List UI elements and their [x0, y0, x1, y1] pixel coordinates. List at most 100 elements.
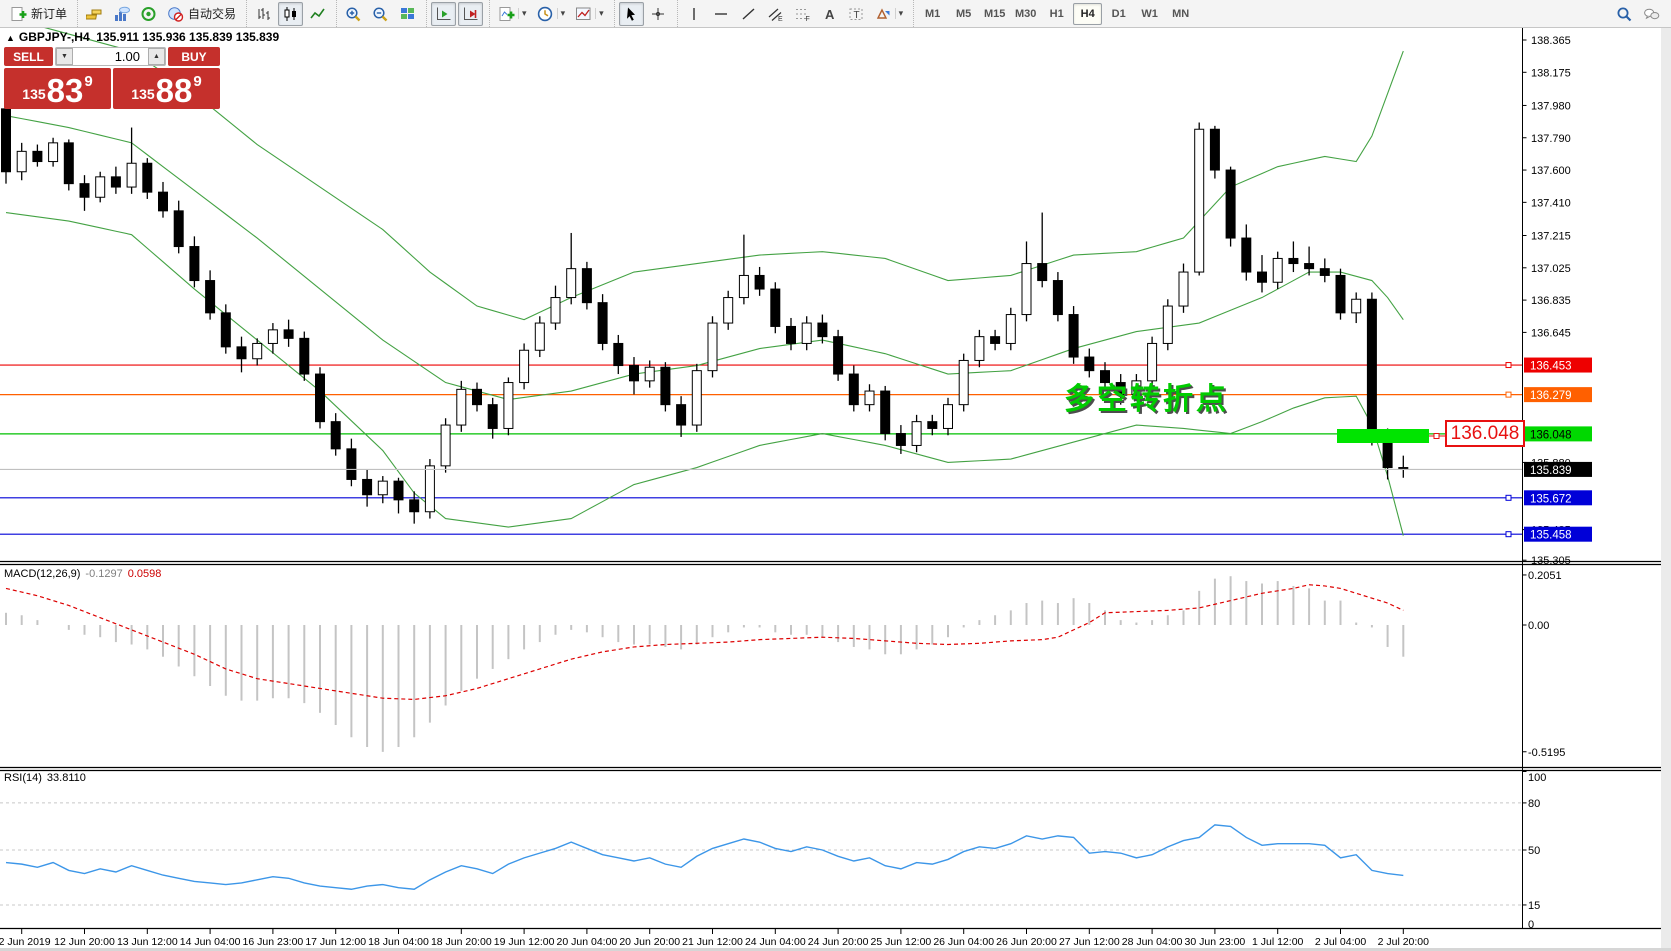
buy-button[interactable]: BUY [168, 47, 220, 66]
bear-candle [1100, 370, 1110, 384]
trendline-button[interactable] [736, 2, 761, 26]
arrows-button[interactable]: ▾ [871, 2, 908, 26]
line-handle[interactable] [1505, 494, 1512, 501]
axis-tick-label: 136.835 [1531, 295, 1571, 307]
bear-candle [990, 336, 1001, 344]
auto-trading-button[interactable]: 自动交易 [163, 2, 240, 26]
window-bottom-strip [0, 948, 1671, 951]
rsi-axis-label: 50 [1528, 845, 1540, 857]
line-handle[interactable] [1505, 531, 1512, 538]
chat-button[interactable] [1639, 2, 1664, 26]
fibonacci-button[interactable]: F [790, 2, 815, 26]
bar-chart-button[interactable] [251, 2, 276, 26]
periods-button[interactable]: ▾ [533, 2, 570, 26]
line-chart-button[interactable] [305, 2, 330, 26]
auto-scroll-button[interactable] [431, 1, 457, 26]
channel-button[interactable]: E [763, 2, 788, 26]
rsi-panel[interactable] [0, 802, 1522, 906]
bear-candle [487, 404, 498, 429]
price-badge-label: 136.048 [1530, 429, 1572, 441]
timeframe-m5-button[interactable]: M5 [956, 7, 972, 20]
chart-window-button[interactable] [109, 2, 134, 26]
buy-price-button[interactable]: 135 88 9 [113, 68, 220, 109]
macd-axis-label: 0.00 [1528, 620, 1549, 632]
timeframe-d1-button[interactable]: D1 [1111, 7, 1126, 20]
line-handle[interactable] [1505, 362, 1512, 369]
search-button[interactable] [1612, 2, 1637, 26]
bear-candle [880, 390, 891, 435]
sell-button[interactable]: SELL [4, 47, 53, 66]
periods-icon [537, 6, 552, 21]
time-tick-label: 25 Jun 12:00 [871, 936, 932, 948]
candle-chart-button[interactable] [278, 1, 304, 26]
timeframe-m1-button[interactable]: M1 [925, 7, 941, 20]
time-tick-label: 12 Jun 20:00 [54, 936, 115, 948]
line-handle[interactable] [1505, 391, 1512, 398]
bollinger-middle-band [5, 115, 1404, 401]
text-icon: A [825, 7, 835, 22]
price-callout-box[interactable]: 136.048 [1445, 420, 1525, 447]
toolbar: 新订单 自动交易 ▾ ▾ ▾ E F A T ▾ M1 M5 M15 M30 H1 H4 D1 W1 MN [0, 0, 1671, 28]
collapse-panel-icon[interactable]: ▲ [6, 33, 15, 43]
timeframe-h1-button[interactable]: H1 [1049, 7, 1064, 20]
indicators-button[interactable]: ▾ [494, 2, 531, 26]
bear-candle [472, 388, 482, 406]
zoom-in-button[interactable] [341, 2, 366, 26]
main-chart-panel[interactable] [0, 16, 1522, 538]
bear-candle [220, 312, 231, 348]
toolbar-group-insert: ▾ ▾ ▾ [489, 0, 612, 27]
bear-candle [581, 268, 592, 304]
dropdown-arrow-icon[interactable]: ▾ [518, 8, 527, 19]
chart-shift-button[interactable] [458, 1, 484, 26]
templates-button[interactable]: ▾ [571, 2, 608, 26]
timeframe-w1-button[interactable]: W1 [1141, 7, 1158, 20]
highlight-zone[interactable] [1337, 429, 1429, 443]
trendline-icon [742, 7, 755, 20]
volume-field[interactable]: 1.00 [73, 48, 148, 65]
label-button[interactable]: T [844, 2, 869, 26]
chart-window[interactable]: 138.365 138.175 137.980 137.790 137.600 137.4… [0, 16, 1671, 951]
bull-candle [1147, 342, 1158, 382]
dropdown-arrow-icon[interactable]: ▾ [556, 8, 565, 19]
macd-axis-label: -0.5195 [1528, 747, 1565, 759]
bull-candle [644, 366, 655, 382]
bear-candle [1084, 356, 1095, 372]
bull-candle [566, 268, 577, 299]
time-tick-label: 18 Jun 20:00 [431, 936, 492, 948]
cursor-button[interactable] [618, 1, 644, 26]
signals-button[interactable] [136, 2, 161, 26]
bear-candle [362, 478, 373, 496]
rsi-axis-label: 100 [1528, 772, 1546, 784]
volume-decrease-button[interactable]: ▼ [56, 48, 73, 65]
volume-increase-button[interactable]: ▲ [148, 48, 165, 65]
ohlc-values: 135.911 135.936 135.839 135.839 [96, 30, 280, 44]
bear-candle [1068, 314, 1079, 358]
macd-panel[interactable] [5, 576, 1405, 752]
dropdown-arrow-icon[interactable]: ▾ [595, 8, 604, 19]
crosshair-button[interactable] [646, 2, 671, 26]
bear-candle [1052, 280, 1063, 316]
price-axis[interactable]: 138.365 138.175 137.980 137.790 137.600 137.4… [1522, 35, 1593, 931]
callout-handle[interactable] [1433, 433, 1440, 439]
zoom-out-button[interactable] [368, 2, 393, 26]
timeframe-mn-button[interactable]: MN [1172, 7, 1190, 20]
vertical-line-button[interactable] [682, 2, 707, 26]
bull-candle [1194, 128, 1205, 273]
axis-tick-label: 137.790 [1531, 133, 1571, 145]
sell-price-button[interactable]: 135 83 9 [4, 68, 111, 109]
timeframe-h4-button[interactable]: H4 [1073, 2, 1103, 25]
horizontal-line-button[interactable] [709, 2, 734, 26]
tile-windows-button[interactable] [395, 2, 420, 26]
timeframe-m30-button[interactable]: M30 [1014, 7, 1037, 20]
bull-candle [424, 465, 435, 513]
new-order-button[interactable]: 新订单 [6, 2, 71, 26]
bear-candle [660, 366, 671, 406]
dropdown-arrow-icon[interactable]: ▾ [894, 8, 903, 19]
bear-candle [786, 325, 796, 344]
text-button[interactable]: A [817, 2, 842, 26]
timeframe-m15-button[interactable]: M15 [983, 7, 1006, 20]
buy-price-prefix: 135 [131, 86, 155, 102]
market-watch-button[interactable] [82, 2, 107, 26]
